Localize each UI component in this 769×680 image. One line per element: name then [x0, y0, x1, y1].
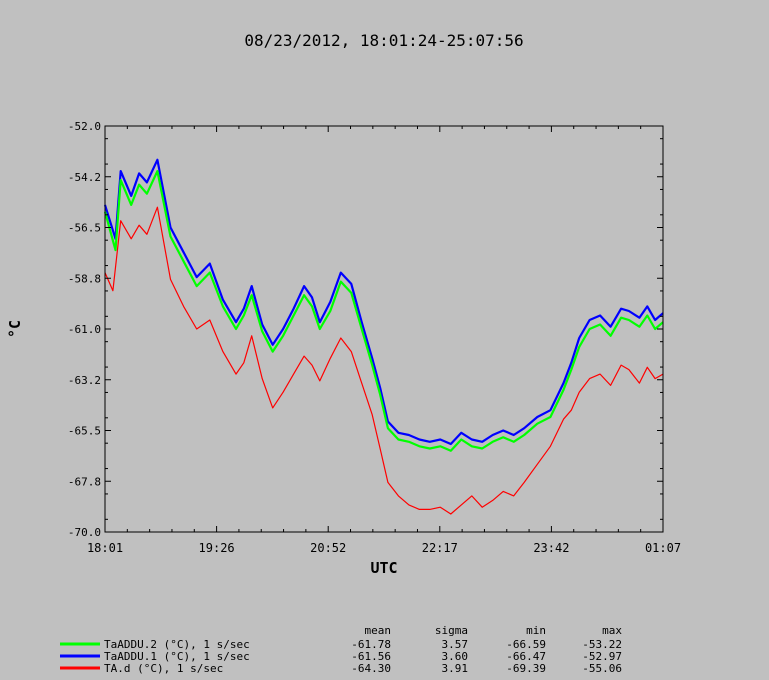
plot-frame: [104, 125, 664, 533]
legend-label-1: TaADDU.2 (°C), 1 s/sec: [104, 638, 250, 651]
x-tick-label: 19:26: [199, 541, 235, 555]
y-tick-label: -61.0: [68, 323, 101, 336]
legend-stat-max: -53.22: [582, 638, 622, 651]
legend-stat-sigma: 3.91: [442, 662, 469, 675]
y-tick-label: -67.8: [68, 475, 101, 488]
legend-stat-max: -55.06: [582, 662, 622, 675]
x-tick-label: 18:01: [87, 541, 123, 555]
legend-stat-sigma: 3.60: [442, 650, 469, 663]
x-axis-label: UTC: [370, 559, 397, 577]
y-tick-label: -54.2: [68, 171, 101, 184]
y-tick-label: -58.8: [68, 272, 101, 285]
legend-stat-min: -69.39: [506, 662, 546, 675]
stats-header-min: min: [526, 624, 546, 637]
y-tick-label: -65.5: [68, 425, 101, 438]
legend-label-2: TaADDU.1 (°C), 1 s/sec: [104, 650, 250, 663]
legend-stat-sigma: 3.57: [442, 638, 469, 651]
y-tick-label: -56.5: [68, 222, 101, 235]
y-tick-label: -52.0: [68, 120, 101, 133]
x-tick-label: 23:42: [533, 541, 569, 555]
series-line-2: [103, 158, 664, 446]
series-line-3: [104, 206, 664, 515]
y-axis-label: °C: [6, 320, 24, 338]
chart-title: 08/23/2012, 18:01:24-25:07:56: [244, 31, 523, 50]
series-layer: [103, 158, 664, 515]
y-tick-label: -70.0: [68, 526, 101, 539]
y-tick-label: -63.2: [68, 374, 101, 387]
legend-stat-mean: -61.56: [351, 650, 391, 663]
x-tick-label: 01:07: [645, 541, 681, 555]
legend-stat-min: -66.59: [506, 638, 546, 651]
stats-header-mean: mean: [365, 624, 392, 637]
series-line-1: [103, 170, 664, 452]
stats-header-sigma: sigma: [435, 624, 468, 637]
ticks-layer: -52.0 -54.2 -56.5 -58.8 -61.0 -63.2 -65.5 -67.8…: [68, 120, 681, 555]
legend-stat-max: -52.97: [582, 650, 622, 663]
legend: mean sigma min max TaADDU.2 (°C), 1 s/sec -61…: [60, 624, 622, 675]
legend-stat-mean: -61.78: [351, 638, 391, 651]
legend-stat-mean: -64.30: [351, 662, 391, 675]
stats-header-max: max: [602, 624, 622, 637]
x-tick-label: 20:52: [310, 541, 346, 555]
x-tick-label: 22:17: [422, 541, 458, 555]
legend-stat-min: -66.47: [506, 650, 546, 663]
legend-label-3: TA.d (°C), 1 s/sec: [104, 662, 223, 675]
